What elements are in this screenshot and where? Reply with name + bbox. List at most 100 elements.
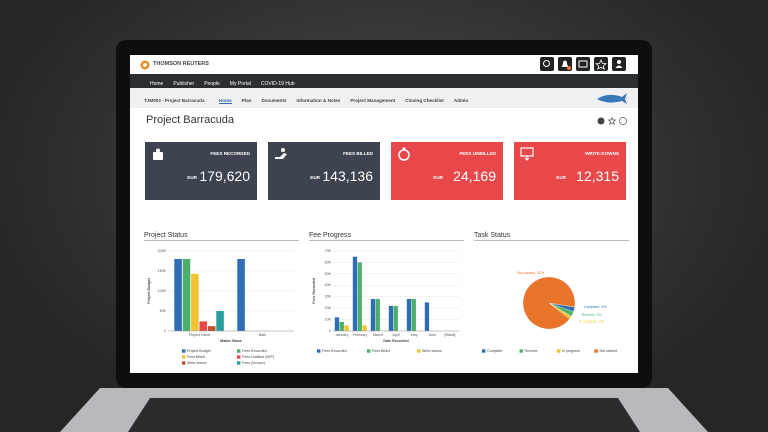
card-label: WRITE-DOWNS [585, 151, 619, 156]
y-tick-label: 50K [325, 272, 332, 276]
bar [344, 325, 349, 331]
card-amount: 24,169 [453, 168, 496, 184]
header-icons [540, 57, 626, 71]
legend-swatch [182, 349, 186, 353]
legend-swatch [182, 361, 186, 365]
card-currency: EUR [556, 175, 566, 180]
y-tick-label: 50K [160, 309, 167, 313]
bar [406, 299, 412, 331]
bar [362, 325, 367, 331]
legend-swatch [237, 355, 241, 359]
legend-swatch [182, 355, 186, 359]
tab[interactable]: Home [218, 98, 232, 104]
legend-swatch [594, 349, 598, 353]
panel-title: Fee Progress [309, 232, 464, 241]
nav-item[interactable]: Home [150, 81, 164, 87]
card-label: FEES UNBILLED [459, 151, 497, 156]
legend-label: Receive [525, 349, 538, 353]
bar [357, 262, 362, 331]
tab[interactable]: Plan [241, 98, 252, 103]
card-label: FEES BILLED [343, 151, 373, 156]
stat-card: WRITE-DOWNS EUR 12,315 [514, 142, 626, 200]
tab[interactable]: Closing Checklist [405, 98, 444, 103]
nav-bar: Home Publisher People My Portal COVID-19 Hub [130, 74, 638, 88]
page-title: Project Barracuda [146, 114, 235, 126]
legend-label: Not started [600, 349, 618, 353]
panel-title: Project Status [144, 232, 299, 241]
pie-slice [522, 276, 576, 330]
y-tick-label: 200K [158, 249, 167, 253]
legend-label: In progress [562, 349, 580, 353]
card-amount: 143,136 [322, 168, 373, 184]
nav-item[interactable]: Publisher [173, 81, 195, 87]
y-tick-label: 100K [158, 289, 167, 293]
bar [199, 321, 208, 331]
legend-label: Project Budget [187, 349, 211, 353]
panel-chart: 0 50K 100K 150K 200K Project Budget Project Ga… [147, 249, 294, 365]
legend-swatch [482, 349, 486, 353]
x-tick-label: May [411, 333, 418, 337]
screen: THOMSON REUTERS Home Publisher People My Po… [130, 55, 638, 373]
bar [216, 311, 224, 331]
data-label: In progress, 2% [579, 320, 605, 324]
card-currency: EUR [310, 175, 320, 180]
stat-card: FEES RECORDED EUR 179,620 [145, 142, 257, 200]
bar [370, 299, 376, 331]
card-amount: 179,620 [199, 168, 250, 184]
x-axis-title: Date Recorded [383, 339, 408, 343]
breadcrumb-project[interactable]: TJM003 - Project Barracuda [144, 98, 205, 103]
logo-text: THOMSON REUTERS [153, 61, 209, 67]
title-icons [597, 116, 627, 126]
nav-item[interactable]: People [204, 81, 220, 87]
y-tick-label: 60K [325, 260, 332, 264]
legend-swatch [237, 349, 241, 353]
barracuda-logo [597, 93, 627, 104]
y-tick-label: 0 [164, 329, 166, 333]
y-tick-label: 150K [158, 269, 167, 273]
card-label: FEES RECORDED [210, 151, 250, 156]
bar [191, 273, 199, 331]
tab[interactable]: Admin [453, 98, 469, 103]
tab[interactable]: Project Management [350, 98, 396, 103]
x-axis-title: Matter Name [220, 339, 242, 343]
tab[interactable]: Documents [261, 98, 287, 103]
x-tick-label: Project Gavel [189, 333, 211, 337]
y-axis-title: Fees Recorded [312, 278, 316, 304]
bar [207, 326, 216, 331]
nav-item[interactable]: My Portal [229, 81, 251, 87]
x-tick-label: February [353, 333, 368, 337]
legend-label: Fees Billed [187, 355, 205, 359]
bar [393, 305, 398, 331]
y-tick-label: 0 [329, 329, 331, 333]
x-tick-label: January [336, 333, 349, 337]
legend-label: Write downs [187, 361, 207, 365]
y-tick-label: 20K [325, 306, 332, 310]
legend-label: Fees Recorded [242, 349, 267, 353]
legend-label: Fees Billed [372, 349, 390, 353]
bar [424, 302, 430, 331]
legend-label: Fees Unbilled (WIP) [242, 355, 274, 359]
x-tick-label: April [392, 333, 399, 337]
y-axis-title: Project Budget [147, 277, 151, 303]
stat-card: FEES UNBILLED EUR 24,169 [391, 142, 503, 200]
top-header: THOMSON REUTERS [130, 55, 638, 74]
bar [334, 317, 340, 331]
card-icon [520, 147, 534, 161]
panel-chart: 0 10K 20K 30K 40K 50K 60K 70K Fees Recorded Janua… [312, 249, 459, 353]
card-amount: 12,315 [576, 168, 619, 184]
card-icon [153, 148, 163, 160]
card-currency: EUR [187, 175, 197, 180]
card-currency: EUR [433, 175, 443, 180]
data-label: Complete, 3% [584, 305, 607, 309]
x-tick-label: March [373, 333, 383, 337]
legend-swatch [519, 349, 523, 353]
nav-item[interactable]: COVID-19 Hub [260, 81, 295, 87]
tab[interactable]: Information & Notes [296, 98, 341, 103]
bar [339, 321, 344, 331]
bar [411, 299, 416, 331]
x-tick-label: Bath [259, 333, 266, 337]
card-icon [275, 148, 287, 159]
legend-label: Fees Recorded [322, 349, 347, 353]
y-tick-label: 40K [325, 283, 332, 287]
